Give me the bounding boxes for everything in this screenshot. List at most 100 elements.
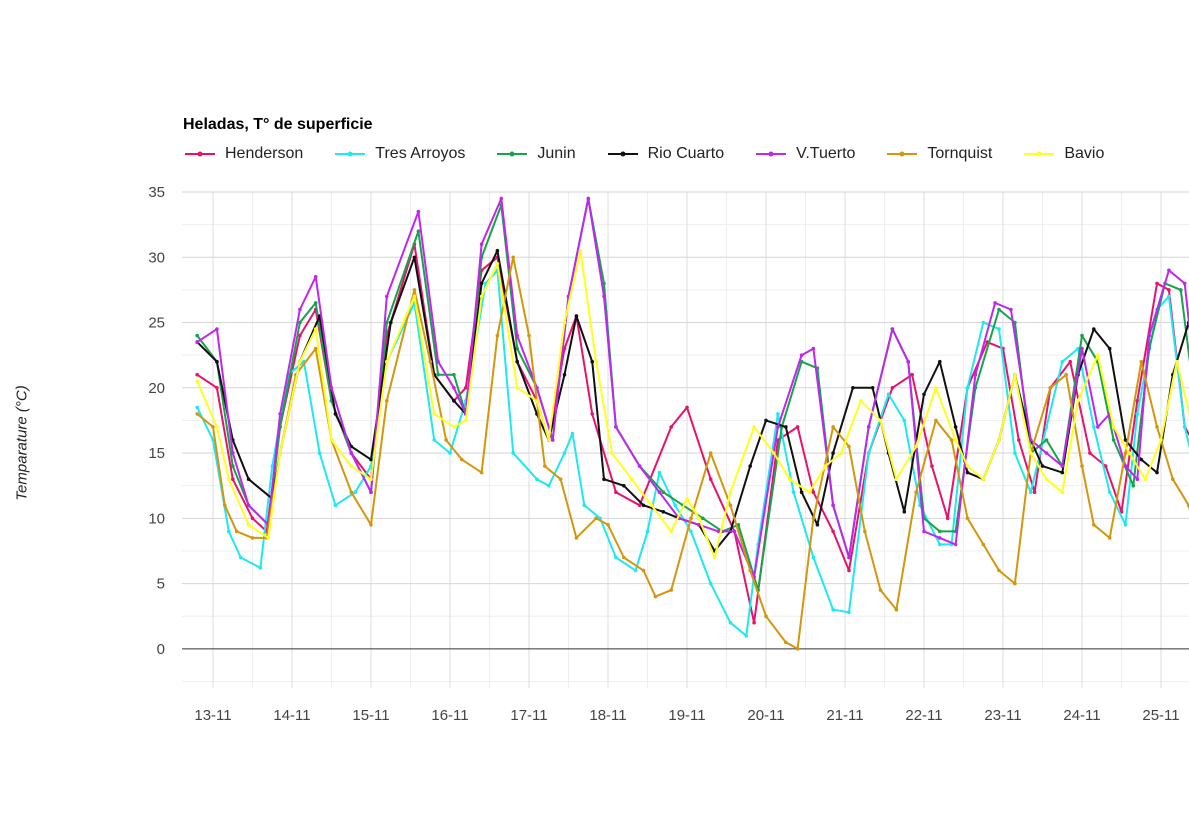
data-point-bavio [669, 529, 673, 534]
legend-swatch [185, 151, 215, 157]
data-point-junin [602, 281, 606, 286]
data-point-henderson [298, 333, 302, 338]
data-point-henderson [1017, 438, 1021, 442]
data-point-bavio [1044, 477, 1049, 482]
x-tick-label: 25-11 [1142, 707, 1179, 724]
data-point-junin [313, 301, 318, 305]
data-point-tres-arroyos [902, 418, 907, 423]
data-point-bavio [515, 386, 519, 390]
data-point-tres-arroyos [811, 555, 816, 560]
data-point-v-tuerto [614, 425, 618, 429]
y-tick-label: 5 [157, 576, 165, 593]
data-point-rio-cuarto [622, 483, 626, 488]
legend-item-rio-cuarto[interactable]: Rio Cuarto [606, 144, 724, 164]
data-point-bavio [432, 412, 437, 416]
data-point-bavio [772, 451, 776, 455]
data-point-tres-arroyos [1060, 359, 1065, 364]
data-point-tres-arroyos [195, 405, 199, 410]
data-point-tres-arroyos [997, 327, 1001, 331]
y-tick-label: 35 [148, 184, 165, 201]
data-point-henderson [1167, 288, 1171, 292]
data-point-rio-cuarto [602, 477, 606, 482]
data-point-henderson [637, 503, 642, 508]
data-point-v-tuerto [953, 542, 958, 547]
data-point-v-tuerto [499, 196, 504, 201]
data-point-tornquist [412, 288, 417, 292]
legend-dot [197, 151, 203, 157]
data-point-rio-cuarto [799, 490, 804, 495]
data-point-v-tuerto [349, 451, 354, 455]
legend-item-tornquist[interactable]: Tornquist [885, 144, 992, 164]
data-point-v-tuerto [1147, 333, 1151, 338]
data-point-rio-cuarto [784, 425, 788, 429]
data-point-tres-arroyos [333, 503, 338, 508]
data-point-bavio [697, 516, 701, 521]
data-point-junin [661, 490, 666, 495]
data-point-v-tuerto [231, 451, 235, 455]
data-point-tornquist [914, 490, 918, 495]
data-point-tornquist [211, 425, 215, 429]
legend-dot [509, 151, 515, 157]
data-point-v-tuerto [602, 294, 606, 299]
data-point-rio-cuarto [369, 457, 373, 462]
data-point-tres-arroyos [657, 470, 662, 475]
data-point-tornquist [527, 333, 531, 338]
data-point-bavio [535, 399, 539, 403]
data-point-tres-arroyos [938, 542, 942, 547]
legend-item-tres-arroyos[interactable]: Tres Arroyos [333, 144, 465, 164]
data-point-rio-cuarto [1107, 346, 1112, 351]
data-point-junin [515, 346, 519, 351]
legend-item-bavio[interactable]: Bavio [1022, 144, 1104, 164]
data-point-bavio [878, 418, 883, 423]
data-point-henderson [614, 490, 618, 495]
data-point-bavio [278, 451, 282, 455]
data-point-tres-arroyos [886, 392, 891, 397]
x-tick-label: 20-11 [747, 707, 784, 724]
data-point-bavio [313, 327, 318, 331]
data-point-tres-arroyos [981, 320, 986, 325]
data-point-junin [385, 320, 389, 325]
data-point-tornquist [1080, 464, 1084, 468]
data-point-tres-arroyos [1123, 523, 1128, 527]
legend-item-v-tuerto[interactable]: V.Tuerto [754, 144, 855, 164]
data-point-bavio [562, 320, 567, 325]
data-point-rio-cuarto [831, 451, 835, 455]
data-point-henderson [1155, 281, 1159, 286]
data-point-rio-cuarto [574, 314, 579, 318]
data-point-rio-cuarto [661, 510, 666, 514]
legend-swatch [1024, 151, 1055, 157]
data-point-tornquist [349, 490, 354, 495]
data-point-junin [1131, 483, 1136, 488]
data-point-henderson [945, 516, 950, 521]
data-point-tres-arroyos [1167, 294, 1171, 299]
data-point-bavio [649, 503, 654, 508]
x-tick-label: 16-11 [431, 707, 468, 724]
data-point-tres-arroyos [562, 451, 567, 455]
data-point-henderson [1103, 464, 1108, 468]
data-point-rio-cuarto [938, 359, 942, 364]
data-point-bavio [464, 418, 468, 423]
data-point-bavio [712, 555, 717, 560]
data-point-tornquist [997, 568, 1001, 573]
data-point-henderson [795, 425, 800, 429]
legend-item-junin[interactable]: Junin [495, 144, 576, 164]
y-tick-label: 20 [148, 380, 165, 397]
data-point-bavio [934, 386, 938, 390]
data-point-henderson [910, 372, 914, 377]
data-point-v-tuerto [831, 503, 835, 508]
data-point-rio-cuarto [641, 503, 646, 508]
data-point-v-tuerto [1182, 281, 1187, 286]
data-point-junin [1044, 438, 1049, 442]
data-point-tornquist [1123, 451, 1128, 455]
data-point-v-tuerto [866, 425, 871, 429]
data-point-tres-arroyos [1013, 451, 1017, 455]
data-point-tornquist [795, 647, 800, 651]
data-point-tornquist [708, 451, 713, 455]
legend-dot [620, 151, 626, 157]
data-point-tres-arroyos [570, 431, 575, 436]
data-point-tornquist [495, 333, 500, 338]
legend-item-henderson[interactable]: Henderson [183, 144, 303, 164]
data-point-tornquist [223, 503, 227, 508]
data-point-tornquist [894, 607, 899, 612]
